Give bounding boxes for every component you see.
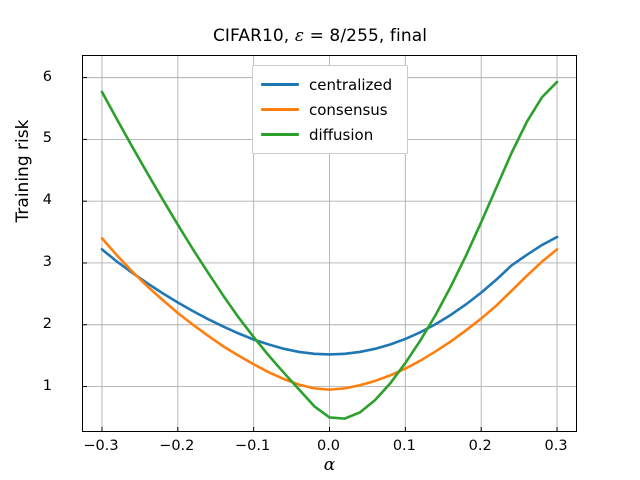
y-tick-label: 6 xyxy=(42,68,52,85)
series-line-centralized xyxy=(100,235,559,356)
x-tick-label: −0.2 xyxy=(159,438,195,454)
legend-label: centralized xyxy=(309,75,393,94)
legend-item-diffusion: diffusion xyxy=(261,122,399,147)
y-tick-label: 3 xyxy=(42,253,52,270)
legend: centralized consensus diffusion xyxy=(252,65,408,154)
y-tick-label: 2 xyxy=(42,315,52,332)
epsilon-symbol: ε xyxy=(294,26,305,46)
legend-label: consensus xyxy=(309,100,388,119)
chart-title-pre: CIFAR10, xyxy=(212,26,295,46)
series-line-consensus xyxy=(100,236,559,391)
x-tick-label: 0.1 xyxy=(392,438,416,454)
y-tick-label: 5 xyxy=(42,130,52,147)
y-axis-label: Training risk xyxy=(13,119,33,223)
legend-item-centralized: centralized xyxy=(261,72,399,97)
x-tick-label: 0.2 xyxy=(468,438,492,454)
legend-swatch-centralized xyxy=(261,83,299,86)
chart-title: CIFAR10, ε = 8/255, final xyxy=(0,26,640,46)
x-tick-label: −0.1 xyxy=(235,438,271,454)
x-tick-label: 0.0 xyxy=(316,438,341,454)
series-line-diffusion xyxy=(100,80,559,420)
x-axis-label: α xyxy=(323,455,336,475)
legend-item-consensus: consensus xyxy=(261,97,399,122)
chart-title-post: = 8/255, final xyxy=(304,26,428,46)
x-tick-label: 0.3 xyxy=(544,438,568,454)
x-tick-label: −0.3 xyxy=(83,438,119,454)
legend-swatch-diffusion xyxy=(261,133,299,136)
y-tick-label: 1 xyxy=(42,377,52,394)
legend-swatch-consensus xyxy=(261,108,299,111)
legend-label: diffusion xyxy=(309,125,374,144)
y-tick-label: 4 xyxy=(42,192,52,209)
